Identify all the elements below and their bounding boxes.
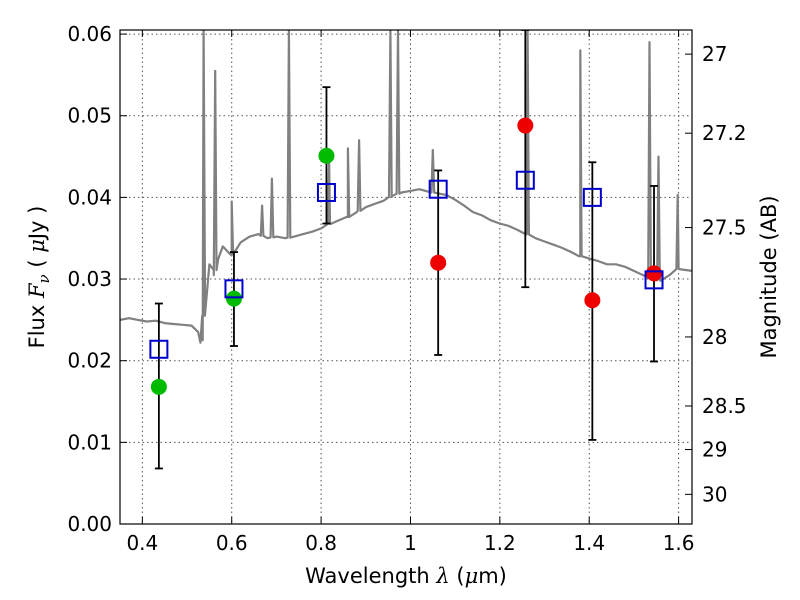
y-tick-label: 0.03 xyxy=(67,267,112,291)
y2-tick-label: 27.2 xyxy=(702,121,747,145)
y-tick-label: 0.05 xyxy=(67,104,112,128)
observed-point-red xyxy=(430,254,447,271)
x-tick-label: 1.2 xyxy=(484,531,516,555)
y-tick-label: 0.01 xyxy=(67,430,112,454)
observed-point-red xyxy=(584,292,601,309)
y2-tick-label: 27.5 xyxy=(702,216,747,240)
x-tick-label: 1.4 xyxy=(573,531,605,555)
y-axis-title-prefix: Flux xyxy=(25,298,49,348)
y-axis-title-symbol: F xyxy=(25,282,49,299)
model-photometry-square xyxy=(224,279,244,299)
axes-layer: 0.4 0.6 0.8 1 1.2 1.4 1.6 0.00 0.01 0.02 0.03 0.04 0… xyxy=(67,22,746,555)
y2-tick-label: 28 xyxy=(702,325,727,349)
x-tick-label: 0.8 xyxy=(305,531,337,555)
observed-point-green xyxy=(225,290,242,307)
y-tick-label: 0.00 xyxy=(67,512,112,536)
y-axis-title-unit-mu: μ xyxy=(25,239,49,253)
model-spectrum-line xyxy=(120,30,692,344)
x-axis-title-symbol: λ xyxy=(435,564,449,588)
x-axis-title-prefix: Wavelength xyxy=(305,564,436,588)
model-photometry-square xyxy=(582,187,602,207)
y-tick-label: 0.04 xyxy=(67,185,112,209)
observed-point-red xyxy=(517,117,534,134)
y-axis-title-subscript: ν xyxy=(35,274,53,283)
model-photometry-square xyxy=(316,182,336,202)
y2-tick-label: 29 xyxy=(702,438,727,462)
x-tick-label: 0.4 xyxy=(126,531,158,555)
error-bar xyxy=(521,30,530,289)
observed-point-green xyxy=(318,147,335,164)
x-tick-label: 1.6 xyxy=(663,531,695,555)
model-photometry-square xyxy=(644,270,664,290)
y-axis-title: Flux Fν ( μJy ) xyxy=(25,206,53,349)
x-axis-title-unit-rest: m) xyxy=(478,564,507,588)
x-axis-title: Wavelength λ (μm) xyxy=(305,564,507,588)
y-tick-label: 0.02 xyxy=(67,349,112,373)
observed-point-red xyxy=(646,265,663,282)
x-axis-title-unit-open: ( xyxy=(450,564,465,588)
plot-area xyxy=(120,30,692,470)
y-axis-title-unit-rest: Jy ) xyxy=(25,206,49,242)
y2-axis-title: Magnitude (AB) xyxy=(757,195,781,358)
y2-tick-label: 27 xyxy=(702,42,727,66)
model-photometry-square xyxy=(149,339,169,359)
observed-point-green xyxy=(150,378,167,395)
x-tick-label: 0.6 xyxy=(216,531,248,555)
y2-tick-label: 28.5 xyxy=(702,394,747,418)
plot-frame xyxy=(119,29,693,525)
model-photometry-square xyxy=(515,170,535,190)
y2-tick-label: 30 xyxy=(702,482,727,506)
x-axis-title-unit-mu: μ xyxy=(465,564,479,588)
y-tick-label: 0.06 xyxy=(67,22,112,46)
model-photometry-square xyxy=(428,179,448,199)
y-axis-title-unit-open: ( xyxy=(25,253,49,275)
x-tick-label: 1 xyxy=(404,531,417,555)
